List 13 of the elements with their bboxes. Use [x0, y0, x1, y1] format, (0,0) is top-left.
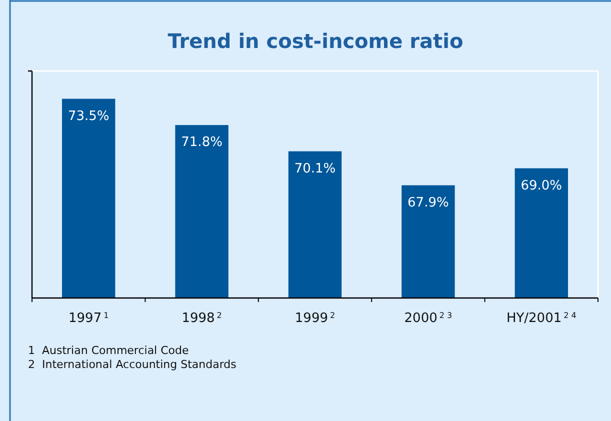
data-label: 67.9% [408, 195, 449, 210]
x-tick-label: HY/2001$^{2 4}$ [506, 310, 576, 326]
chart-title: Trend in cost-income ratio [168, 29, 464, 53]
data-label: 70.1% [294, 161, 336, 176]
x-tick-label: 2000$^{2 3}$ [404, 310, 452, 326]
text: 2 International Accounting Standards [28, 358, 237, 371]
x-tick-label: 1998$^{2}$ [182, 310, 222, 326]
data-label: 73.5% [68, 108, 110, 124]
x-tick-label: 1999$^{2}$ [294, 310, 336, 326]
text: 1 Austrian Commercial Code [28, 344, 189, 357]
data-label: 71.8% [181, 135, 222, 150]
data-label: 69.0% [520, 178, 562, 194]
x-tick-label: 1997$^{1}$ [68, 310, 109, 326]
